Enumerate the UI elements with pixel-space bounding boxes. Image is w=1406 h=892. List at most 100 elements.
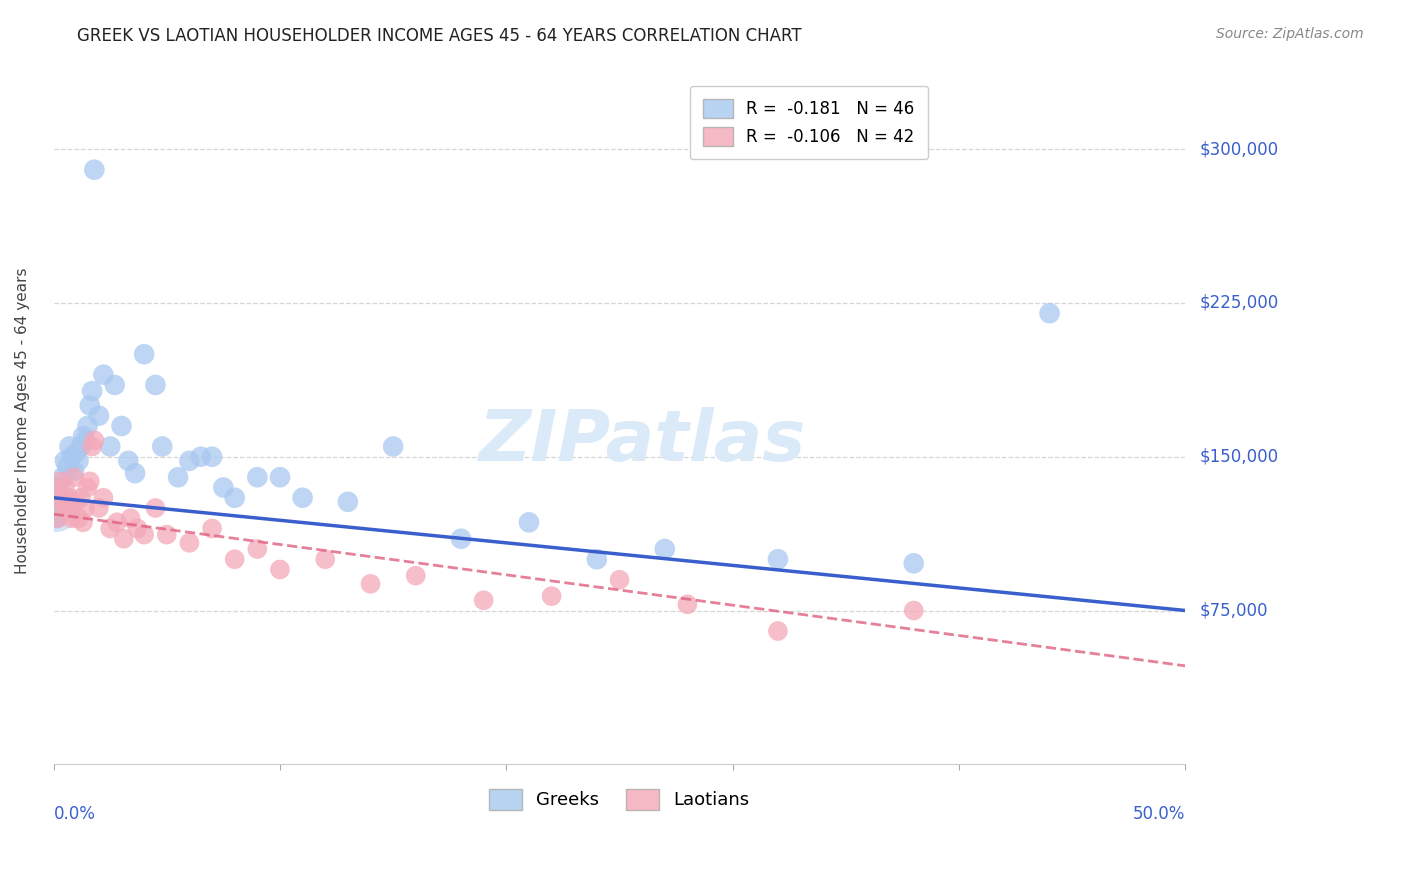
Point — [145, 500, 167, 515]
Point — [52, 495, 75, 509]
Point — [60, 450, 83, 464]
Point — [190, 450, 212, 464]
Point — [224, 552, 246, 566]
Point — [586, 552, 609, 566]
Point — [167, 470, 190, 484]
Point — [69, 491, 91, 505]
Point — [80, 384, 103, 398]
Point — [120, 511, 142, 525]
Text: 0.0%: 0.0% — [53, 805, 96, 823]
Point — [110, 419, 132, 434]
Point — [72, 516, 94, 530]
Text: Source: ZipAtlas.com: Source: ZipAtlas.com — [1216, 27, 1364, 41]
Point — [46, 511, 69, 525]
Point — [75, 500, 97, 515]
Point — [58, 440, 80, 454]
Point — [65, 495, 87, 509]
Point — [45, 511, 67, 525]
Point — [201, 450, 224, 464]
Point — [72, 429, 94, 443]
Point — [540, 589, 562, 603]
Point — [609, 573, 631, 587]
Point — [105, 516, 128, 530]
Point — [450, 532, 472, 546]
Point — [63, 470, 86, 484]
Point — [903, 603, 925, 617]
Point — [472, 593, 495, 607]
Point — [49, 475, 72, 489]
Point — [63, 464, 86, 478]
Point — [179, 536, 201, 550]
Point — [56, 460, 79, 475]
Point — [766, 624, 789, 638]
Point — [83, 434, 105, 448]
Point — [52, 470, 75, 484]
Text: $300,000: $300,000 — [1199, 140, 1278, 158]
Point — [291, 491, 314, 505]
Point — [336, 495, 359, 509]
Point — [903, 557, 925, 571]
Point — [179, 454, 201, 468]
Point — [134, 347, 156, 361]
Legend: Greeks, Laotians: Greeks, Laotians — [482, 781, 756, 817]
Point — [49, 495, 72, 509]
Point — [145, 378, 167, 392]
Point — [87, 409, 110, 423]
Point — [75, 434, 97, 448]
Point — [766, 552, 789, 566]
Point — [224, 491, 246, 505]
Y-axis label: Householder Income Ages 45 - 64 years: Householder Income Ages 45 - 64 years — [15, 268, 30, 574]
Point — [112, 532, 135, 546]
Point — [201, 521, 224, 535]
Point — [65, 445, 87, 459]
Point — [67, 511, 90, 525]
Point — [246, 541, 269, 556]
Point — [45, 500, 67, 515]
Point — [676, 598, 699, 612]
Point — [79, 399, 101, 413]
Text: $150,000: $150,000 — [1199, 448, 1278, 466]
Point — [405, 568, 427, 582]
Point — [269, 470, 291, 484]
Point — [76, 481, 98, 495]
Point — [360, 577, 382, 591]
Point — [246, 470, 269, 484]
Point — [127, 521, 149, 535]
Point — [98, 440, 121, 454]
Point — [517, 516, 540, 530]
Point — [98, 521, 121, 535]
Point — [93, 368, 115, 382]
Point — [76, 419, 98, 434]
Point — [314, 552, 336, 566]
Point — [67, 454, 90, 468]
Point — [60, 511, 83, 525]
Point — [80, 440, 103, 454]
Point — [1038, 306, 1060, 320]
Point — [53, 454, 76, 468]
Point — [87, 500, 110, 515]
Point — [124, 466, 146, 480]
Point — [104, 378, 127, 392]
Point — [56, 500, 79, 515]
Text: GREEK VS LAOTIAN HOUSEHOLDER INCOME AGES 45 - 64 YEARS CORRELATION CHART: GREEK VS LAOTIAN HOUSEHOLDER INCOME AGES… — [77, 27, 801, 45]
Point — [654, 541, 676, 556]
Point — [46, 481, 69, 495]
Point — [117, 454, 139, 468]
Point — [134, 527, 156, 541]
Point — [382, 440, 405, 454]
Point — [69, 440, 91, 454]
Point — [156, 527, 179, 541]
Text: 50.0%: 50.0% — [1133, 805, 1185, 823]
Point — [58, 491, 80, 505]
Text: $75,000: $75,000 — [1199, 601, 1268, 620]
Point — [269, 562, 291, 576]
Point — [53, 481, 76, 495]
Point — [83, 162, 105, 177]
Point — [79, 475, 101, 489]
Point — [45, 491, 67, 505]
Point — [93, 491, 115, 505]
Text: $225,000: $225,000 — [1199, 294, 1278, 312]
Text: ZIPatlas: ZIPatlas — [478, 407, 806, 476]
Point — [150, 440, 173, 454]
Point — [212, 481, 235, 495]
